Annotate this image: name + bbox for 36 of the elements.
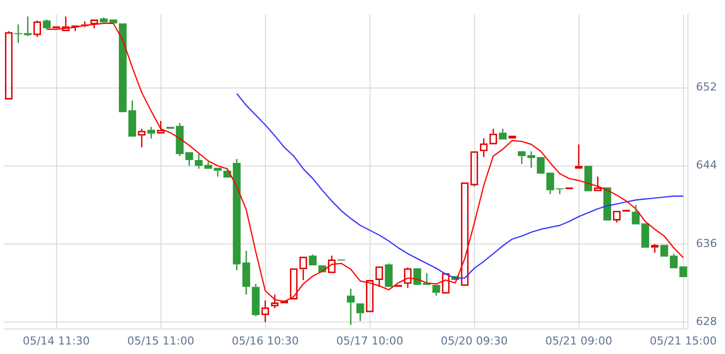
- candlestick: [147, 126, 156, 140]
- candlestick: [185, 152, 194, 166]
- candlestick: [204, 161, 212, 169]
- candlestick: [546, 172, 554, 195]
- candlestick: [194, 153, 203, 170]
- candlestick: [176, 122, 184, 157]
- x-tick-label: 05/14 11:30: [22, 334, 90, 348]
- candlestick: [432, 284, 440, 296]
- x-tick-label: 05/16 10:30: [232, 334, 299, 348]
- candlestick: [14, 24, 22, 44]
- x-tick-label: 05/15 11:00: [127, 334, 194, 348]
- candlestick: [498, 128, 507, 140]
- candlestick: [356, 303, 364, 322]
- candlestick: [242, 250, 250, 296]
- candlestick: [384, 262, 393, 287]
- x-tick-label: 05/17 10:00: [336, 334, 404, 348]
- candlestick: [632, 204, 640, 224]
- candlestick: [100, 16, 108, 22]
- candlestick: [527, 150, 536, 168]
- candlestick: [252, 283, 260, 317]
- y-tick-label: 628: [696, 314, 718, 328]
- y-tick-label: 636: [696, 236, 718, 250]
- candlestick: [128, 100, 136, 137]
- y-tick-label: 652: [696, 80, 718, 94]
- x-tick-label: 05/20 09:30: [440, 334, 508, 348]
- x-tick-label: 05/21 15:00: [650, 334, 717, 348]
- candlestick: [670, 253, 678, 268]
- candlestick: [232, 158, 241, 271]
- candlestick: [42, 18, 51, 30]
- candlestick: [556, 188, 564, 195]
- y-tick-label: 644: [696, 158, 718, 172]
- x-tick-label: 05/21 09:00: [545, 334, 612, 348]
- candlestick: [308, 254, 317, 266]
- candlestick: [24, 16, 32, 37]
- candlestick: [518, 151, 526, 165]
- candlestick: [346, 288, 355, 326]
